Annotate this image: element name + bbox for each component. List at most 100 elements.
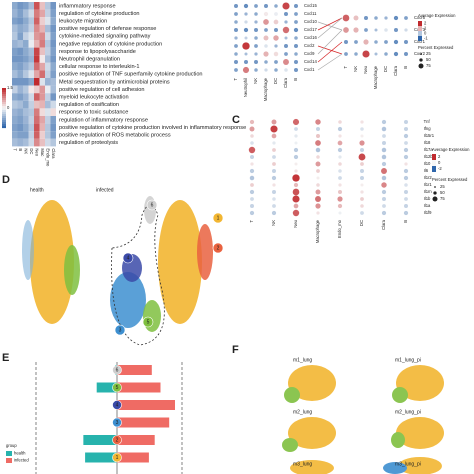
heatmap-cell: [17, 55, 23, 63]
heatmap-cell: [50, 2, 56, 10]
dot: [254, 4, 258, 8]
dot: [234, 44, 238, 48]
heatmap-cell: [34, 40, 40, 48]
column-label: DC: [359, 220, 364, 226]
heatmap-cell: [28, 138, 34, 147]
legend-dot: [433, 191, 437, 195]
term-label: regulation of cytokine production: [59, 11, 140, 17]
heatmap-cell: [50, 9, 56, 18]
dot: [393, 51, 399, 57]
gene-label: Il15r1: [424, 133, 435, 138]
gene-label: Il1r2: [424, 175, 433, 180]
dot: [360, 127, 364, 131]
heatmap-cell: [12, 78, 18, 86]
dot: [316, 176, 320, 180]
column-label: DC: [273, 78, 278, 84]
dot: [403, 210, 409, 216]
heatmap-cell: [39, 32, 45, 40]
bar: [96, 382, 117, 393]
dot: [242, 66, 250, 74]
group-label: health: [30, 187, 44, 193]
dot: [264, 28, 268, 32]
heatmap-cell: [45, 100, 51, 109]
dot: [292, 174, 300, 182]
heatmap-cell: [17, 62, 23, 71]
link: [317, 41, 343, 63]
dot: [263, 51, 269, 57]
term-label: positive regulation of defense response: [59, 26, 156, 32]
colorbar-tick: 0: [7, 105, 10, 110]
cluster-badge: [142, 316, 154, 328]
heatmap-cell: [45, 17, 51, 25]
heatmap-cell: [34, 70, 40, 78]
heatmap-cell: [28, 70, 34, 78]
heatmap-cell: [39, 131, 45, 139]
legend-tick: 25: [426, 51, 431, 56]
term-label: positive regulation of ROS metabolic pro…: [59, 132, 171, 138]
heatmap-cell: [17, 78, 23, 86]
gene-label: Il12b: [424, 154, 434, 159]
heatmap-cell: [28, 85, 34, 94]
dot: [234, 28, 238, 32]
dot: [254, 20, 258, 24]
gene-label: Il17a: [424, 147, 434, 152]
dot: [338, 120, 342, 124]
dot: [274, 12, 278, 16]
heatmap-cell: [28, 40, 34, 48]
heatmap-cell: [50, 93, 56, 101]
link: [317, 17, 343, 39]
heatmap-cell: [12, 123, 18, 132]
heatmap-cell: [45, 70, 51, 78]
heatmap-cell: [45, 85, 51, 94]
gene-label: Cxcr2: [414, 51, 426, 56]
dot: [254, 60, 258, 64]
heatmap-cell: [23, 62, 29, 71]
dot: [338, 176, 342, 180]
dot: [274, 28, 278, 32]
link: [317, 29, 343, 55]
dot: [283, 59, 289, 65]
dot: [271, 133, 277, 139]
colorbar-step: [2, 124, 6, 127]
heatmap-cell: [39, 108, 45, 116]
heatmap-cell: [34, 47, 40, 56]
term-label: Metal sequestration by antimicrobial pro…: [59, 79, 170, 85]
legend-swatch: [418, 26, 422, 31]
heatmap-cell: [23, 100, 29, 109]
heatmap-cell: [28, 62, 34, 71]
dot: [294, 127, 298, 131]
heatmap-cell: [28, 2, 34, 10]
dot: [284, 12, 288, 16]
bar: [117, 365, 152, 375]
legend-dot: [418, 63, 424, 69]
heatmap-cell: [28, 17, 34, 25]
heatmap-cell: [17, 9, 23, 18]
heatmap-cell: [39, 2, 45, 10]
subplot-title: m1_lung_pi: [395, 357, 421, 363]
dot: [315, 147, 321, 153]
dot: [404, 28, 408, 32]
dot: [250, 155, 254, 159]
dot: [316, 127, 320, 131]
dot: [234, 36, 238, 40]
heatmap-cell: [17, 85, 23, 94]
heatmap-cell: [23, 40, 29, 48]
gene-label: Cxcl1: [304, 67, 315, 72]
dot: [234, 4, 238, 8]
dot: [250, 197, 254, 201]
dot: [244, 36, 248, 40]
dot: [364, 28, 368, 32]
dot: [338, 169, 342, 173]
heatmap-cell: [45, 123, 51, 132]
dot: [294, 12, 298, 16]
cluster-badge: [212, 212, 224, 224]
column-label: Neutrophil: [243, 78, 248, 97]
heatmap-cell: [34, 17, 40, 25]
panel-letter: D: [2, 174, 10, 186]
dot: [249, 119, 255, 125]
heatmap-cell: [12, 93, 18, 101]
dot: [394, 28, 398, 32]
dot: [338, 190, 342, 194]
subplot-title: m3_lung_pi: [395, 461, 421, 467]
